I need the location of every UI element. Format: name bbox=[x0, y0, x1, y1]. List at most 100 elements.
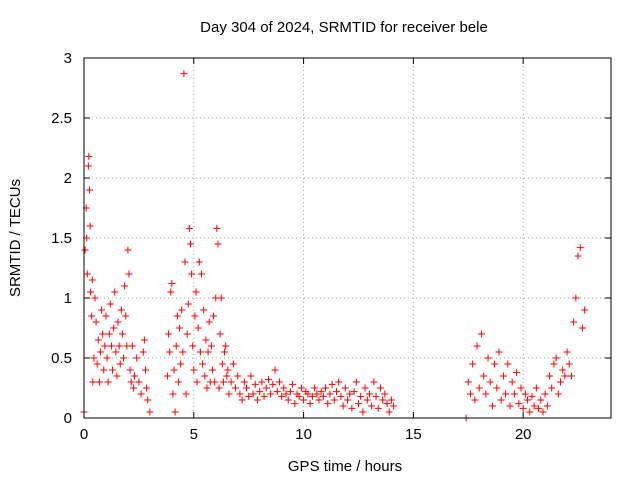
y-tick-label: 0 bbox=[64, 410, 72, 427]
data-point bbox=[528, 392, 536, 400]
data-point bbox=[390, 402, 398, 410]
data-point bbox=[180, 70, 188, 78]
data-point bbox=[381, 390, 389, 398]
data-point bbox=[115, 342, 123, 350]
data-point bbox=[181, 258, 189, 266]
data-point bbox=[368, 402, 376, 410]
data-point bbox=[510, 390, 518, 398]
data-point bbox=[517, 384, 525, 392]
data-point bbox=[196, 348, 204, 356]
data-point bbox=[333, 388, 341, 396]
data-point bbox=[322, 384, 330, 392]
data-point bbox=[192, 288, 200, 296]
data-point bbox=[335, 378, 343, 386]
data-point bbox=[337, 392, 345, 400]
data-point bbox=[88, 312, 96, 320]
data-point bbox=[224, 366, 232, 374]
data-point bbox=[339, 402, 347, 410]
data-point bbox=[129, 384, 137, 392]
data-point bbox=[521, 390, 529, 398]
y-tick-label: 2.5 bbox=[51, 110, 72, 127]
data-point bbox=[565, 360, 573, 368]
data-point bbox=[361, 384, 369, 392]
data-point bbox=[112, 348, 120, 356]
data-point bbox=[530, 402, 538, 410]
data-point bbox=[543, 402, 551, 410]
data-point bbox=[308, 392, 316, 400]
data-point bbox=[91, 294, 99, 302]
x-tick-label: 0 bbox=[80, 426, 88, 443]
data-point bbox=[387, 396, 395, 404]
data-point bbox=[183, 330, 191, 338]
data-point bbox=[190, 366, 198, 374]
data-point bbox=[234, 372, 242, 380]
data-point bbox=[221, 348, 229, 356]
data-point bbox=[126, 366, 134, 374]
data-point bbox=[354, 400, 362, 408]
data-point bbox=[466, 390, 474, 398]
data-point bbox=[105, 330, 113, 338]
data-point bbox=[352, 378, 360, 386]
data-point bbox=[240, 378, 248, 386]
data-point bbox=[92, 318, 100, 326]
data-point bbox=[488, 402, 496, 410]
data-point bbox=[110, 324, 118, 332]
data-point bbox=[88, 276, 96, 284]
data-point bbox=[258, 378, 266, 386]
data-point bbox=[291, 400, 299, 408]
data-point bbox=[222, 342, 230, 350]
data-point bbox=[99, 330, 107, 338]
data-point bbox=[193, 378, 201, 386]
data-point bbox=[245, 392, 253, 400]
data-point bbox=[486, 378, 494, 386]
data-point bbox=[184, 300, 192, 308]
data-point bbox=[191, 312, 199, 320]
data-point bbox=[140, 336, 148, 344]
data-point bbox=[182, 390, 190, 398]
data-point bbox=[519, 404, 527, 412]
data-point bbox=[179, 348, 187, 356]
data-point bbox=[86, 222, 94, 230]
data-point bbox=[207, 342, 215, 350]
data-point bbox=[225, 390, 233, 398]
data-point bbox=[205, 318, 213, 326]
data-point bbox=[117, 306, 125, 314]
data-point bbox=[213, 224, 221, 232]
data-point bbox=[570, 318, 578, 326]
data-point bbox=[84, 162, 92, 170]
axis-ticks: 0 5 10 15 20 0 0.5 1 1.5 2 2.5 3 bbox=[51, 50, 611, 443]
data-point bbox=[96, 348, 104, 356]
data-point bbox=[188, 270, 196, 278]
data-point bbox=[176, 324, 184, 332]
data-point bbox=[546, 372, 554, 380]
data-point bbox=[201, 372, 209, 380]
data-point bbox=[111, 288, 119, 296]
data-point bbox=[552, 354, 560, 362]
data-point bbox=[94, 336, 102, 344]
data-point bbox=[146, 408, 154, 416]
data-point bbox=[98, 306, 106, 314]
data-point bbox=[101, 342, 109, 350]
data-point bbox=[383, 400, 391, 408]
data-point bbox=[385, 408, 393, 416]
data-point bbox=[85, 152, 93, 160]
data-point bbox=[484, 354, 492, 362]
data-point bbox=[165, 330, 173, 338]
data-point bbox=[133, 354, 141, 362]
data-point bbox=[374, 404, 382, 412]
data-point bbox=[116, 360, 124, 368]
data-point bbox=[313, 390, 321, 398]
data-point bbox=[550, 360, 558, 368]
data-point bbox=[464, 378, 472, 386]
data-point bbox=[493, 384, 501, 392]
data-point bbox=[330, 396, 338, 404]
x-tick-label: 10 bbox=[295, 426, 312, 443]
data-point bbox=[93, 360, 101, 368]
data-point bbox=[219, 378, 227, 386]
data-point bbox=[508, 378, 516, 386]
data-point bbox=[100, 366, 108, 374]
data-point bbox=[195, 258, 203, 266]
data-point bbox=[539, 408, 547, 416]
data-point bbox=[104, 378, 112, 386]
y-tick-label: 1.5 bbox=[51, 230, 72, 247]
